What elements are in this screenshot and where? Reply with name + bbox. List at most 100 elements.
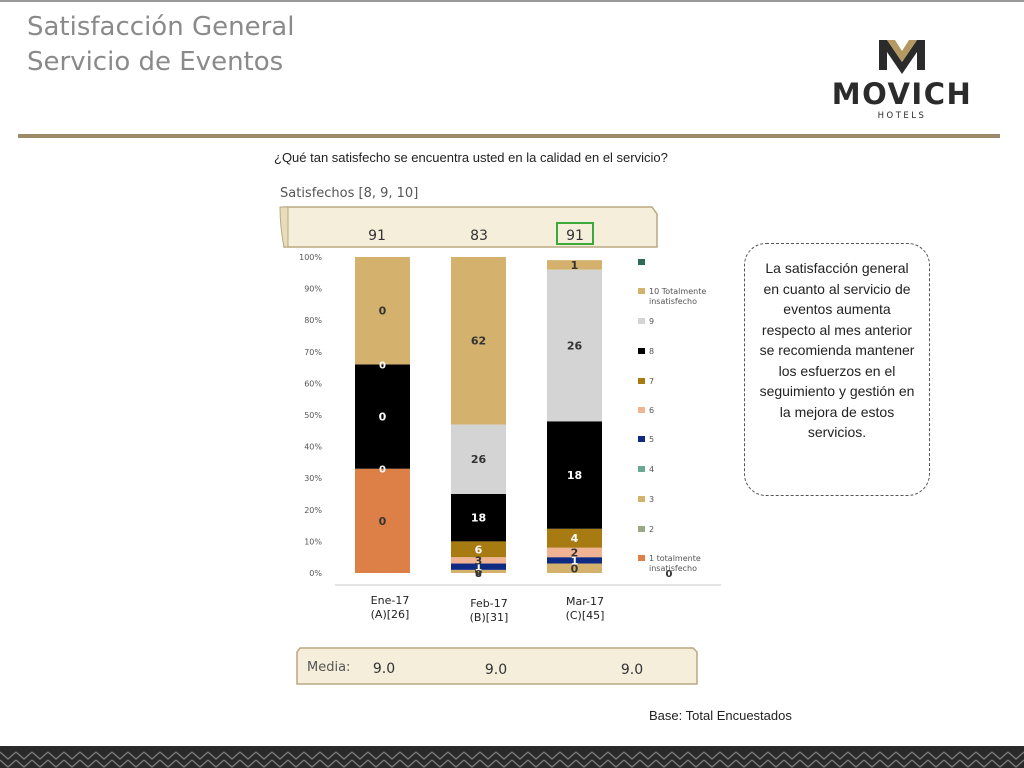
category-label-line2: (A)[26] (371, 608, 410, 621)
media-value-c: 9.0 (621, 662, 643, 678)
insight-callout: La satisfacción general en cuanto al ser… (744, 243, 930, 496)
segment-label: 18 (471, 512, 486, 525)
legend-label: 9 (649, 317, 654, 326)
media-label: Media: (307, 660, 350, 675)
bar-segment (451, 424, 506, 494)
logo-sub-text: HOTELS (878, 111, 927, 121)
legend-swatch (638, 555, 645, 561)
segment-label: 0 (379, 305, 387, 318)
bar-segment (547, 421, 602, 529)
bar-segment (547, 260, 602, 270)
boundary-label: 8 (475, 569, 482, 580)
category-label-line2: (B)[31] (470, 611, 509, 624)
legend-label: 7 (649, 377, 654, 386)
legend-swatch (638, 348, 645, 354)
movich-monogram-icon (879, 40, 925, 74)
segment-label: 1 (571, 259, 579, 272)
segment-label: 1 (571, 554, 579, 567)
bar-segment (355, 364, 410, 469)
bar-segment (547, 557, 602, 564)
media-value-a: 9.0 (373, 661, 395, 677)
bar-segment (451, 563, 506, 570)
bar-series (355, 257, 602, 573)
segment-label: 62 (471, 335, 486, 348)
legend-swatch (638, 378, 645, 384)
bar-segment (547, 563, 602, 573)
y-tick-label: 30% (304, 474, 322, 483)
segment-label: 3 (475, 554, 483, 567)
segment-label: 26 (471, 453, 487, 466)
media-value-b: 9.0 (485, 662, 507, 678)
segment-label: 6 (475, 543, 483, 556)
legend-swatch (638, 318, 645, 324)
segment-label: 0 (379, 411, 387, 424)
bar-segment (451, 257, 506, 425)
legend-extra-label: 0 (666, 569, 673, 580)
y-tick-label: 80% (304, 316, 322, 325)
title-line-2: Servicio de Eventos (27, 47, 284, 77)
bar-segment (547, 528, 602, 548)
segment-label: 26 (567, 339, 583, 352)
top-border (0, 0, 1024, 2)
y-tick-label: 70% (304, 348, 322, 357)
satisfied-value-c: 91 (566, 228, 584, 244)
legend-swatch (638, 407, 645, 413)
bar-segment (355, 468, 410, 573)
boundary-label: 0 (379, 465, 386, 476)
title-line-1: Satisfacción General (27, 12, 295, 42)
bar-segment (451, 557, 506, 564)
segment-label: 0 (571, 562, 579, 575)
y-tick-label: 50% (304, 411, 322, 420)
legend-label: 4 (649, 465, 654, 474)
footer-pattern (0, 746, 1024, 768)
bar-segment (451, 494, 506, 542)
bar-segment (451, 569, 506, 573)
page-title: Satisfacción General Servicio de Eventos (27, 10, 294, 80)
legend-label: 5 (649, 435, 654, 444)
legend-swatch (638, 436, 645, 442)
header-rule (18, 134, 1000, 138)
bar-segment (547, 269, 602, 422)
legend-label: 10 Totalmente (649, 287, 706, 296)
segment-label: 18 (567, 469, 582, 482)
satisfied-value-b: 83 (470, 228, 488, 244)
segment-label: 0 (379, 515, 387, 528)
legend-label: 1 totalmente (649, 554, 701, 563)
legend-swatch (638, 466, 645, 472)
logo-brand-text: MOVICH (832, 77, 973, 111)
bar-segment (355, 257, 410, 365)
bar-segment (547, 547, 602, 558)
segment-label: 4 (571, 532, 579, 545)
y-tick-label: 20% (304, 506, 322, 515)
boundary-label: 0 (379, 360, 386, 371)
base-note: Base: Total Encuestados (649, 708, 792, 723)
legend-label: 8 (649, 347, 654, 356)
legend-swatch (638, 288, 645, 294)
y-tick-label: 40% (304, 443, 322, 452)
y-tick-label: 60% (304, 379, 322, 388)
x-axis-categories: Ene-17(A)[26] Feb-17(B)[31] Mar-17(C)[45] (371, 594, 605, 624)
category-label-line1: Feb-17 (470, 597, 507, 610)
legend-label: 2 (649, 525, 654, 534)
legend-label: 3 (649, 495, 654, 504)
legend-label: insatisfecho (649, 564, 697, 573)
y-axis: 0% 10% 20% 30% 40% 50% 60% 70% 80% 90% 100% (299, 253, 322, 578)
legend-swatch (638, 496, 645, 502)
category-label-line1: Mar-17 (566, 595, 604, 608)
bar-segment (451, 541, 506, 558)
y-tick-label: 100% (299, 253, 322, 262)
segment-label: 1 (475, 561, 483, 574)
satisfied-band: 91 83 91 (279, 206, 658, 248)
satisfied-label: Satisfechos [8, 9, 10] (280, 186, 419, 201)
legend-swatch (638, 259, 645, 265)
y-tick-label: 90% (304, 285, 322, 294)
category-label-line2: (C)[45] (566, 609, 605, 622)
legend-swatch (638, 526, 645, 532)
media-band: Media: 9.0 9.0 9.0 (296, 647, 698, 685)
legend-label: 6 (649, 406, 654, 415)
highlight-box (556, 222, 594, 245)
legend-label: insatisfecho (649, 297, 697, 306)
